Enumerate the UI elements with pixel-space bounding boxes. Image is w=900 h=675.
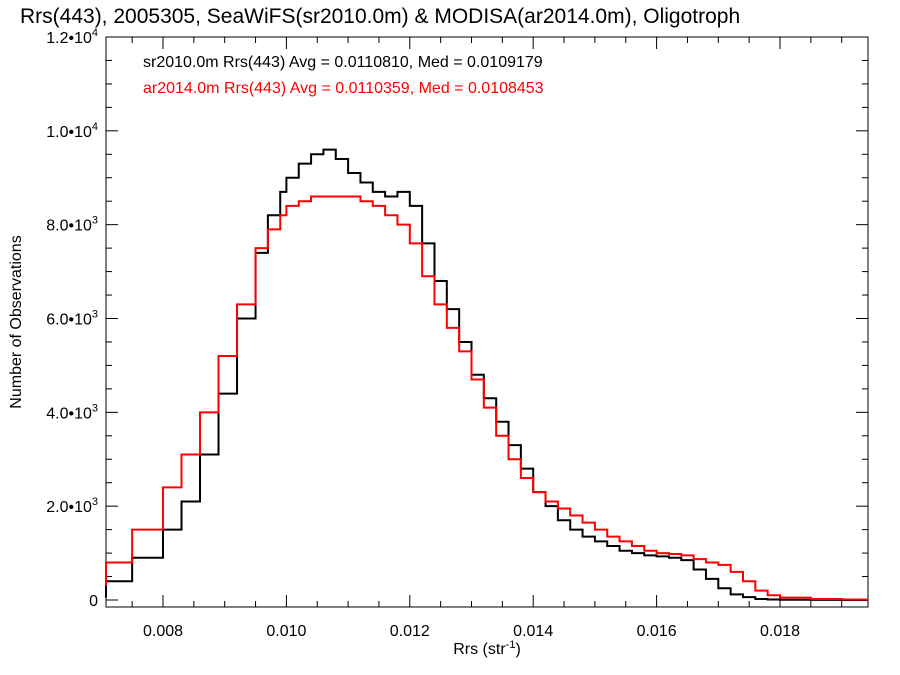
y-tick-label: 4.0•103	[46, 402, 98, 422]
axis-ticks	[106, 36, 868, 607]
x-tick-label: 0.008	[143, 623, 183, 640]
series-group	[105, 148, 868, 601]
y-tick-label: 2.0•103	[46, 496, 98, 516]
y-tick-label: 6.0•103	[46, 309, 98, 329]
x-axis-label-sup: -1	[506, 639, 516, 651]
legend: sr2010.0m Rrs(443) Avg = 0.0110810, Med …	[143, 54, 544, 97]
y-tick-label: 8.0•103	[46, 215, 98, 235]
plot-border	[105, 36, 869, 608]
x-tick-labels: 0.008 0.010 0.012 0.014 0.016 0.018	[143, 623, 800, 640]
chart-title: Rrs(443), 2005305, SeaWiFS(sr2010.0m) & …	[20, 5, 740, 28]
y-tick-label: 1.2•104	[46, 27, 98, 47]
y-tick-label: 0	[89, 593, 98, 610]
series-line-1	[105, 148, 868, 601]
x-tick-label: 0.010	[266, 623, 306, 640]
plot-frame	[105, 36, 869, 608]
x-tick-label: 0.016	[637, 623, 677, 640]
legend-entry-2: ar2014.0m Rrs(443) Avg = 0.0110359, Med …	[143, 80, 544, 97]
series-line-2	[105, 195, 868, 601]
x-axis-label: Rrs (str-1)	[453, 639, 521, 658]
y-tick-labels: 0 2.0•103 4.0•103 6.0•103 8.0•103 1.0•104 1.2•…	[46, 27, 98, 610]
legend-entry-1: sr2010.0m Rrs(443) Avg = 0.0110810, Med …	[143, 54, 543, 71]
y-tick-label: 1.0•104	[46, 121, 98, 141]
x-tick-label: 0.014	[513, 623, 553, 640]
y-axis-label: Number of Observations	[8, 235, 25, 408]
x-tick-label: 0.012	[390, 623, 430, 640]
x-tick-label: 0.018	[760, 623, 800, 640]
